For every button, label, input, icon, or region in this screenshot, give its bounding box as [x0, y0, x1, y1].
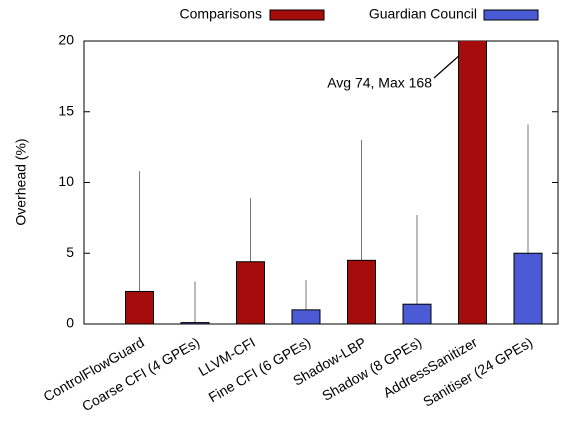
bar: [180, 322, 210, 324]
y-tick-label: 15: [58, 102, 74, 118]
bar: [513, 252, 543, 324]
y-tick-label: 0: [66, 315, 74, 331]
annotation: Avg 74, Max 168: [327, 75, 432, 91]
x-tick-label: Shadow (8 GPEs): [319, 334, 424, 404]
legend-label: Guardian Council: [369, 6, 477, 22]
bar: [458, 41, 487, 324]
bar: [125, 290, 154, 324]
legend-swatch: [483, 9, 539, 21]
legend-swatch: [269, 9, 325, 21]
bar: [402, 303, 432, 324]
legend-label: Comparisons: [180, 6, 262, 22]
bar: [347, 259, 376, 324]
y-tick-label: 5: [66, 244, 74, 260]
y-axis-label: Overhead (%): [13, 138, 29, 225]
y-tick-label: 10: [58, 173, 74, 189]
bar: [236, 261, 265, 324]
bar: [291, 309, 321, 324]
plot-area: [125, 41, 543, 324]
y-tick-label: 20: [58, 32, 74, 48]
